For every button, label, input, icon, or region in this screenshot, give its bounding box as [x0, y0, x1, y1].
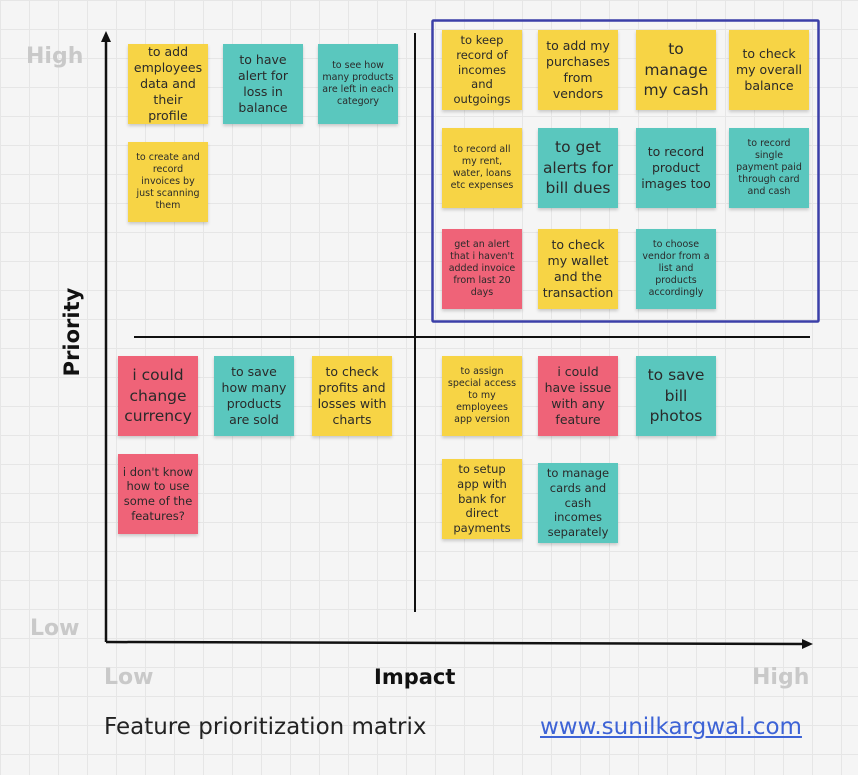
sticky-note[interactable]: to choose vendor from a list and product… — [636, 229, 716, 309]
x-axis-title: Impact — [374, 665, 456, 689]
sticky-note[interactable]: to save how many products are sold — [214, 356, 294, 436]
sticky-note[interactable]: to get alerts for bill dues — [538, 128, 618, 208]
sticky-note[interactable]: get an alert that i haven't added invoic… — [442, 229, 522, 309]
sticky-note[interactable]: to manage cards and cash incomes separat… — [538, 463, 618, 543]
sticky-note[interactable]: to have alert for loss in balance — [223, 44, 303, 124]
sticky-note[interactable]: to setup app with bank for direct paymen… — [442, 459, 522, 539]
sticky-note[interactable]: i could have issue with any feature — [538, 356, 618, 436]
x-axis-high-label: High — [752, 665, 810, 690]
sticky-note[interactable]: to check profits and losses with charts — [312, 356, 392, 436]
sticky-note[interactable]: to manage my cash — [636, 30, 716, 110]
sticky-note[interactable]: to keep record of incomes and outgoings — [442, 30, 522, 110]
sticky-note[interactable]: to check my overall balance — [729, 30, 809, 110]
sticky-note[interactable]: to record product images too — [636, 128, 716, 208]
sticky-note[interactable]: to record all my rent, water, loans etc … — [442, 128, 522, 208]
y-axis-high-label: High — [26, 44, 84, 69]
sticky-note[interactable]: i could change currency — [118, 356, 198, 436]
y-axis-title: Priority — [60, 287, 84, 377]
website-link[interactable]: www.sunilkargwal.com — [540, 714, 802, 740]
sticky-note[interactable]: to save bill photos — [636, 356, 716, 436]
y-axis-low-label: Low — [30, 616, 80, 641]
sticky-note[interactable]: to record single payment paid through ca… — [729, 128, 809, 208]
sticky-note[interactable]: to see how many products are left in eac… — [318, 44, 398, 124]
sticky-note[interactable]: to create and record invoices by just sc… — [128, 142, 208, 222]
sticky-note[interactable]: to check my wallet and the transaction — [538, 229, 618, 309]
sticky-note[interactable]: to add employees data and their profile — [128, 44, 208, 124]
sticky-note[interactable]: to assign special access to my employees… — [442, 356, 522, 436]
sticky-note[interactable]: to add my purchases from vendors — [538, 30, 618, 110]
x-axis-low-label: Low — [104, 665, 154, 690]
high-priority-highlight-box — [431, 19, 820, 323]
x-axis — [105, 638, 813, 649]
sticky-note[interactable]: i don't know how to use some of the feat… — [118, 454, 198, 534]
diagram-caption: Feature prioritization matrix — [104, 714, 427, 740]
